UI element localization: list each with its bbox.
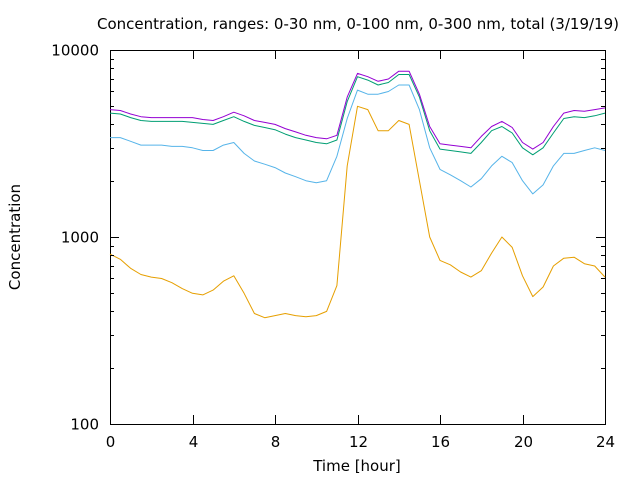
x-tick-label: 20 xyxy=(514,433,533,451)
y-tick-label: 10000 xyxy=(51,42,99,60)
x-tick-label: 16 xyxy=(431,433,450,451)
series-line-0 xyxy=(109,105,606,319)
plot-area: 0 4 8 12 16 20 24 100 1000 10000 xyxy=(51,42,615,452)
series-line-1 xyxy=(110,84,606,195)
x-axis-label: Time [hour] xyxy=(312,457,401,475)
ticks-layer: 0 4 8 12 16 20 24 100 1000 10000 xyxy=(51,42,615,452)
series-line-2 xyxy=(109,74,606,156)
x-tick-label: 8 xyxy=(271,433,281,451)
y-tick-label: 1000 xyxy=(61,229,99,247)
series-layer xyxy=(109,70,606,319)
x-tick-label: 24 xyxy=(596,433,615,451)
x-tick-label: 4 xyxy=(189,433,199,451)
y-axis-label: Concentration xyxy=(6,184,24,290)
y-tick-label: 100 xyxy=(70,416,99,434)
x-tick-label: 12 xyxy=(349,433,368,451)
series-line-3 xyxy=(109,70,606,150)
x-tick-label: 0 xyxy=(106,433,116,451)
chart-title: Concentration, ranges: 0-30 nm, 0-100 nm… xyxy=(97,15,619,33)
